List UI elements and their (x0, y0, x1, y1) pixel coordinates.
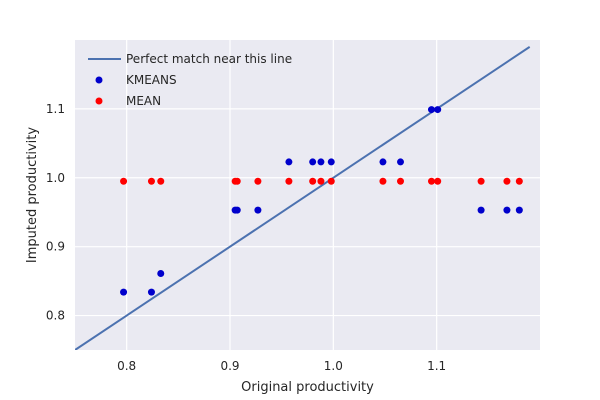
legend: Perfect match near this line KMEANS MEAN (88, 52, 292, 108)
mean-point-12 (428, 177, 435, 185)
mean-point-1 (147, 177, 155, 185)
legend-mean-swatch (95, 97, 103, 105)
x-tick-label-2: 1.0 (324, 359, 343, 373)
kmeans-point-4 (233, 206, 241, 214)
mean-point-6 (285, 177, 293, 185)
kmeans-point-16 (515, 206, 523, 214)
x-tick-label-3: 1.1 (427, 359, 446, 373)
grid (75, 40, 540, 350)
mean-point-8 (317, 177, 325, 185)
mean-point-7 (309, 177, 317, 185)
perfect-match-line (75, 46, 531, 350)
mean-point-4 (233, 177, 241, 185)
kmeans-point-9 (327, 158, 335, 166)
x-tick-label-0: 0.8 (117, 359, 136, 373)
kmeans-point-7 (309, 158, 317, 166)
y-axis-label: Imputed productivity (25, 127, 40, 263)
mean-point-16 (515, 177, 523, 185)
mean-point-15 (503, 177, 511, 185)
kmeans-point-8 (317, 158, 325, 166)
legend-entry-perfect-match: Perfect match near this line (126, 52, 292, 66)
x-axis-label: Original productivity (241, 380, 374, 395)
kmeans-point-13 (434, 106, 442, 114)
kmeans-point-11 (397, 158, 404, 166)
kmeans-point-5 (254, 206, 262, 214)
data-points (120, 106, 523, 296)
kmeans-point-0 (120, 288, 128, 296)
legend-entry-mean: MEAN (126, 94, 161, 108)
kmeans-point-6 (285, 158, 293, 166)
mean-point-0 (120, 177, 128, 185)
kmeans-point-10 (379, 158, 387, 166)
kmeans-point-12 (428, 106, 435, 114)
mean-point-13 (434, 177, 442, 185)
mean-point-9 (327, 177, 335, 185)
legend-kmeans-swatch (95, 76, 103, 84)
reference-line-layer (75, 46, 531, 350)
kmeans-point-1 (147, 288, 155, 296)
mean-point-10 (379, 177, 387, 185)
mean-point-14 (477, 177, 485, 185)
mean-point-11 (397, 177, 404, 185)
mean-point-5 (254, 177, 262, 185)
kmeans-point-15 (503, 206, 511, 214)
y-tick-label-0: 0.8 (46, 309, 65, 323)
y-tick-label-2: 1.0 (46, 171, 65, 185)
tick-labels: 0.8 0.9 1.0 1.1 0.8 0.9 1.0 1.1 (46, 102, 446, 373)
mean-point-2 (157, 177, 165, 185)
kmeans-point-14 (477, 206, 485, 214)
y-tick-label-1: 0.9 (46, 240, 65, 254)
legend-entry-kmeans: KMEANS (126, 73, 177, 87)
x-tick-label-1: 0.9 (220, 359, 239, 373)
kmeans-point-2 (157, 270, 165, 278)
y-tick-label-3: 1.1 (46, 102, 65, 116)
